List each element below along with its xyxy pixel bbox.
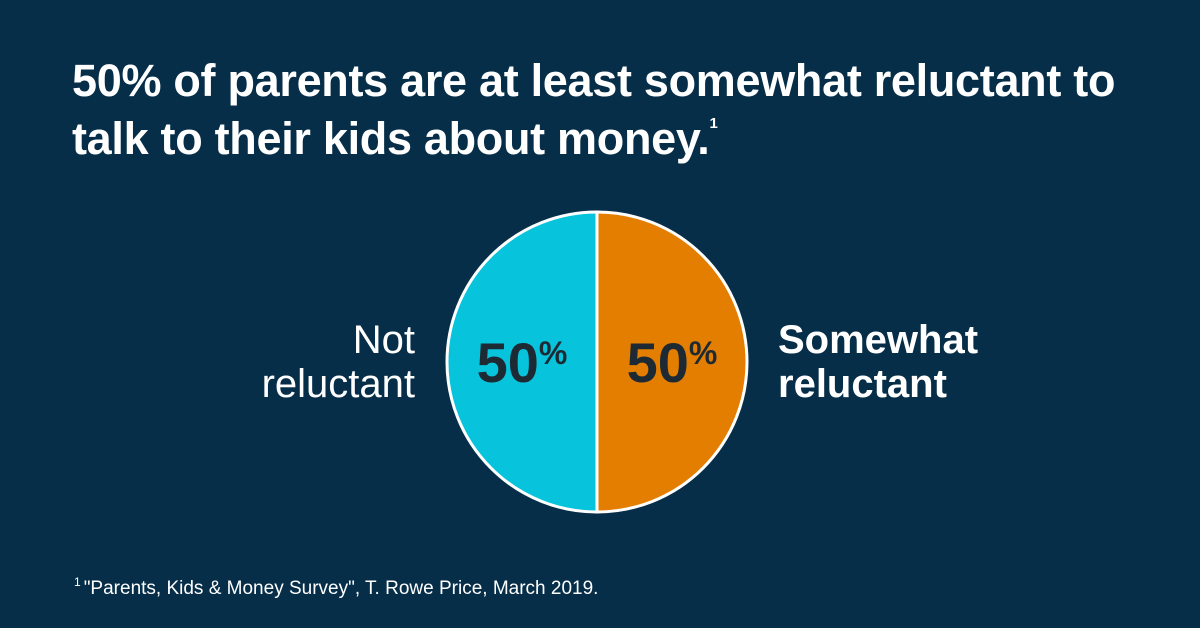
- footnote: "Parents, Kids & Money Survey", T. Rowe …: [83, 578, 599, 599]
- pie-slice: [595, 210, 749, 514]
- category-label: Not reluctant: [261, 318, 415, 406]
- value-label: 50%: [477, 331, 568, 394]
- chart-title: 50% of parents are at least somewhat rel…: [72, 55, 1116, 164]
- title-footnote-marker: 1: [709, 115, 718, 132]
- value-label: 50%: [627, 331, 718, 394]
- footnote-marker: 1: [74, 575, 81, 589]
- pie-slice: [445, 210, 599, 514]
- category-label: Somewhat reluctant: [778, 318, 979, 406]
- footnote-block: 1 "Parents, Kids & Money Survey", T. Rowe…: [74, 575, 599, 600]
- chart-title-block: 50% of parents are at least somewhat rel…: [72, 52, 1172, 168]
